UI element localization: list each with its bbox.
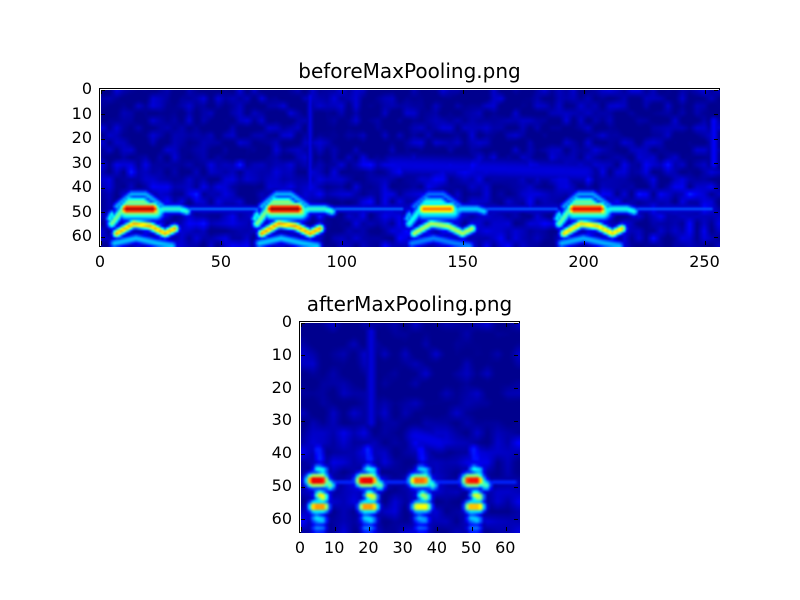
x-tick-label: 10 [324, 538, 345, 557]
y-tick-mark [301, 355, 305, 357]
y-tick-mark [714, 212, 718, 214]
y-tick-mark [514, 519, 518, 521]
y-tick-label: 50 [271, 476, 292, 496]
y-tick-label: 30 [271, 410, 292, 430]
x-tick-mark [100, 90, 102, 94]
y-tick-mark [714, 236, 718, 238]
y-tick-mark [514, 355, 518, 357]
x-tick-mark [300, 323, 302, 327]
plot-before-max-pooling: beforeMaxPooling.png 0 50 100 150 200 250 0 10 2… [72, 60, 720, 271]
y-tick-mark [301, 420, 305, 422]
y-tick-mark [101, 236, 105, 238]
x-tick-mark [584, 241, 586, 245]
y-tick-mark [514, 388, 518, 390]
x-tick-mark [403, 323, 405, 327]
plot-area-after [299, 321, 520, 533]
y-tick-label: 0 [81, 79, 92, 98]
x-tick-mark [463, 241, 465, 245]
x-tick-mark [368, 323, 370, 327]
y-tick-mark [301, 388, 305, 390]
y-tick-mark [101, 114, 105, 116]
y-tick-label: 20 [71, 128, 92, 148]
y-tick-label: 40 [71, 177, 92, 197]
x-tick-mark [471, 323, 473, 327]
plot-after-max-pooling: afterMaxPooling.png 0 10 20 30 40 50 60 0 10 20 30… [272, 293, 520, 557]
x-tick-mark [463, 90, 465, 94]
x-tick-label: 40 [426, 538, 448, 557]
x-tick-label: 200 [568, 252, 599, 271]
x-tick-label: 50 [460, 538, 482, 557]
x-tick-mark [368, 527, 370, 531]
x-tick-mark [334, 323, 336, 327]
x-tick-label: 50 [210, 252, 232, 271]
x-tick-mark [471, 527, 473, 531]
x-tick-label: 250 [689, 252, 720, 271]
y-tick-mark [301, 519, 305, 521]
x-tick-mark [704, 241, 706, 245]
y-tick-label: 50 [71, 201, 92, 221]
y-tick-label: 0 [281, 312, 292, 331]
plot-title-before: beforeMaxPooling.png [298, 59, 521, 83]
x-tick-mark [505, 527, 507, 531]
y-tick-mark [714, 138, 718, 140]
x-tick-mark [100, 241, 102, 245]
y-tick-label: 60 [271, 508, 292, 528]
y-tick-mark [514, 453, 518, 455]
y-tick-mark [101, 187, 105, 189]
x-tick-label: 30 [392, 538, 413, 557]
y-tick-mark [714, 163, 718, 165]
x-tick-label: 150 [447, 252, 478, 271]
x-tick-label: 0 [294, 538, 306, 557]
y-tick-mark [101, 163, 105, 165]
x-tick-mark [342, 90, 344, 94]
y-tick-label: 40 [271, 443, 292, 463]
x-tick-mark [704, 90, 706, 94]
x-tick-mark [584, 90, 586, 94]
y-tick-mark [714, 114, 718, 116]
x-tick-mark [403, 527, 405, 531]
x-tick-mark [221, 90, 223, 94]
x-tick-label: 60 [495, 538, 516, 557]
y-tick-mark [714, 89, 718, 91]
y-tick-mark [301, 322, 305, 324]
y-tick-mark [714, 187, 718, 189]
x-tick-mark [300, 527, 302, 531]
x-tick-label: 100 [326, 252, 358, 271]
plot-area-before [99, 88, 720, 247]
y-tick-label: 30 [71, 152, 92, 172]
y-tick-label: 20 [271, 377, 292, 397]
x-tick-label: 0 [94, 252, 106, 271]
y-tick-mark [101, 89, 105, 91]
heatmap-canvas-after [301, 323, 520, 533]
x-tick-label: 20 [358, 538, 379, 557]
x-tick-mark [437, 527, 439, 531]
x-tick-mark [334, 527, 336, 531]
y-tick-label: 10 [71, 103, 92, 123]
y-tick-mark [514, 486, 518, 488]
x-tick-mark [437, 323, 439, 327]
y-tick-mark [514, 420, 518, 422]
heatmap-canvas-before [101, 90, 720, 247]
y-tick-mark [514, 322, 518, 324]
plot-title-after: afterMaxPooling.png [306, 292, 513, 316]
y-tick-label: 60 [71, 226, 92, 246]
y-tick-label: 10 [271, 344, 292, 364]
x-tick-mark [505, 323, 507, 327]
y-tick-mark [101, 212, 105, 214]
y-tick-mark [301, 486, 305, 488]
x-tick-mark [342, 241, 344, 245]
x-tick-mark [221, 241, 223, 245]
y-tick-mark [301, 453, 305, 455]
y-tick-mark [101, 138, 105, 140]
